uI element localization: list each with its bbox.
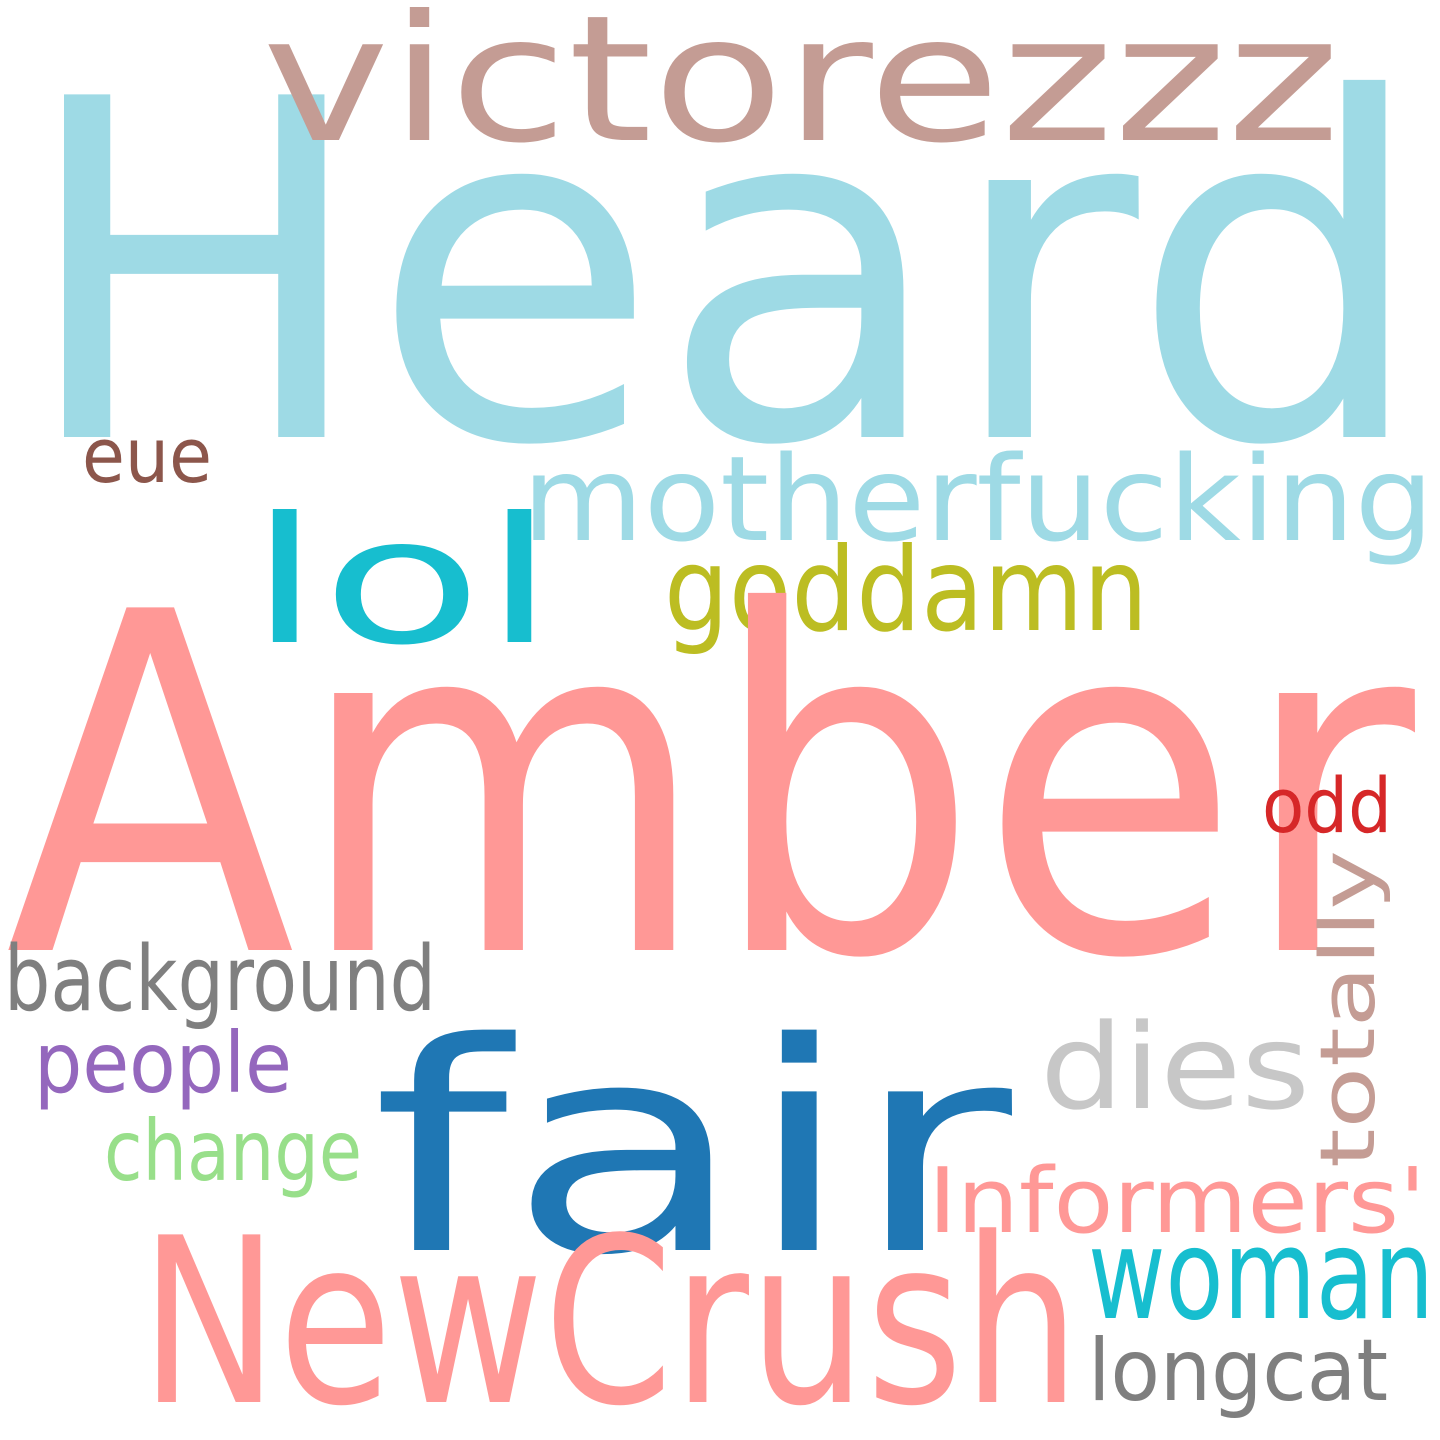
word-background: background	[4, 927, 436, 1032]
word-longcat: longcat	[1088, 1321, 1388, 1421]
word-motherfucking: motherfucking	[522, 430, 1434, 568]
word-lol: lol	[248, 481, 556, 684]
word-totally: totally	[1303, 850, 1392, 1168]
word-odd: odd	[1262, 761, 1392, 850]
word-newcrush: NewCrush	[140, 1190, 1080, 1440]
word-amber: Amber	[5, 514, 1420, 1061]
word-change: change	[104, 1102, 362, 1200]
word-eue: eue	[82, 411, 212, 500]
word-goddamn: goddamn	[664, 523, 1148, 658]
word-heard: Heard	[18, 1, 1428, 548]
word-fair: fair	[372, 982, 1016, 1319]
word-dies: dies	[1040, 998, 1310, 1136]
word-victorezzz: victorezzz	[262, 0, 1340, 182]
word-informers: Informers'	[928, 1149, 1426, 1254]
word-people: people	[34, 1014, 292, 1112]
word-woman: woman	[1088, 1201, 1434, 1348]
